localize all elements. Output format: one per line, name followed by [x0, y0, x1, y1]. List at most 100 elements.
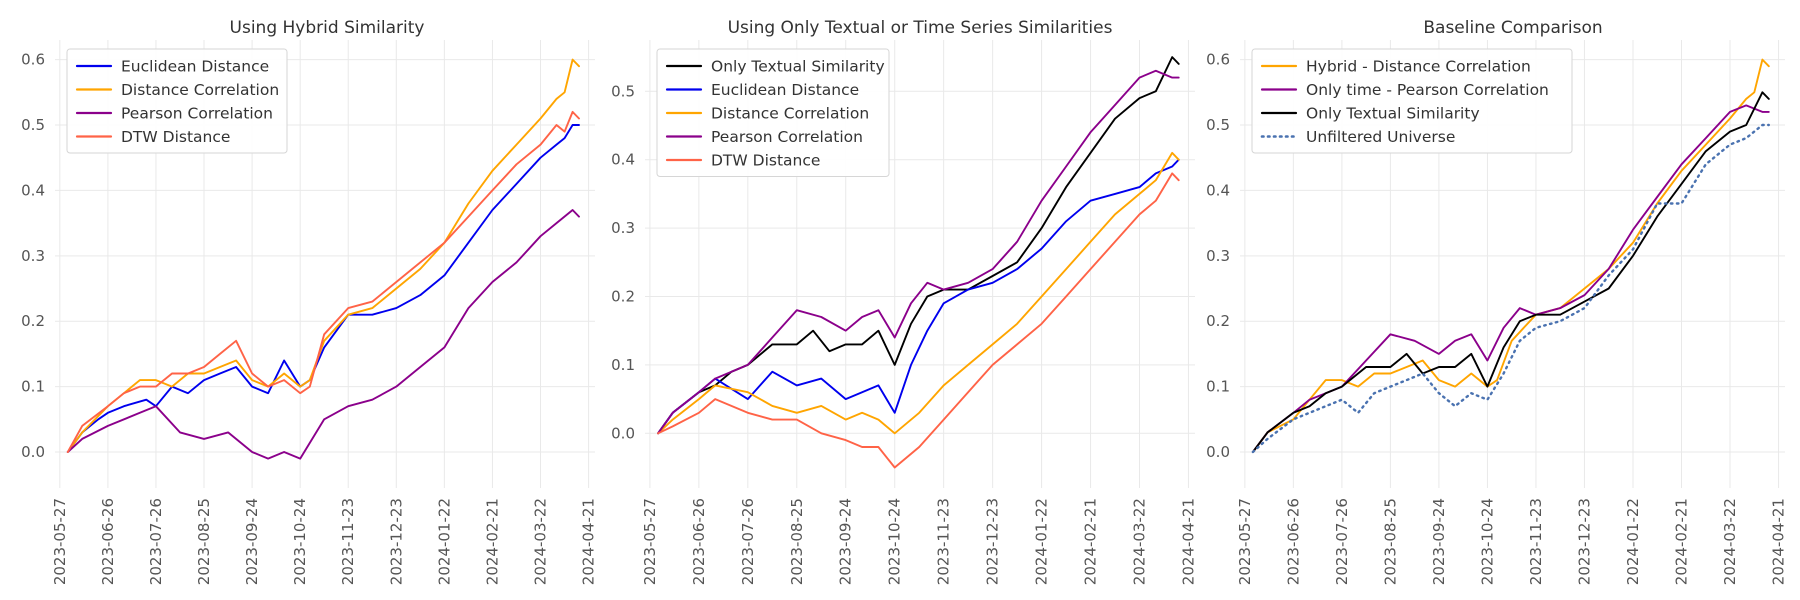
series-lines — [66, 58, 580, 460]
y-tick-label: 0.4 — [1206, 181, 1230, 199]
y-tick-label: 0.2 — [21, 312, 45, 330]
y-tick-label: 0.1 — [21, 378, 45, 396]
x-tick-label: 2023-07-26 — [1333, 498, 1351, 585]
series-line-distance-correlation — [66, 58, 580, 453]
legend-entry: Distance Correlation — [711, 105, 869, 123]
series-line-only-textual-similarity — [1251, 91, 1770, 453]
legend-entry: Unfiltered Universe — [1306, 128, 1455, 146]
series-line-dtw-distance — [657, 172, 1180, 469]
x-tick-label: 2023-08-25 — [1381, 498, 1399, 585]
x-tick-label: 2023-07-26 — [739, 498, 757, 585]
series-lines — [1251, 58, 1771, 454]
legend-entry: Pearson Correlation — [121, 105, 273, 123]
y-tick-label: 0.5 — [1206, 116, 1230, 134]
y-tick-label: 0.4 — [21, 181, 45, 199]
x-tick-label: 2024-01-22 — [435, 498, 453, 585]
y-tick-label: 0.0 — [21, 443, 45, 461]
x-tick-label: 2023-12-23 — [387, 498, 405, 585]
panel-baseline: Baseline Comparison 0.00.10.20.30.40.50.… — [1206, 18, 1787, 585]
legend-entry: Hybrid - Distance Correlation — [1306, 58, 1531, 76]
x-tick-label: 2024-02-21 — [483, 498, 501, 585]
x-tick-label: 2023-10-24 — [886, 498, 904, 585]
legend-entry: DTW Distance — [711, 152, 820, 170]
x-tick-label: 2023-09-24 — [837, 498, 855, 585]
legend-entry: Euclidean Distance — [121, 58, 269, 76]
x-tick-label: 2023-05-27 — [51, 498, 69, 585]
series-line-pearson-correlation — [66, 209, 580, 460]
y-tick-labels: 0.0 0.1 0.2 0.3 0.4 0.5 0.6 — [1206, 51, 1230, 461]
x-tick-label: 2023-08-25 — [788, 498, 806, 585]
x-tick-label: 2023-12-23 — [984, 498, 1002, 585]
y-tick-label: 0.3 — [611, 219, 635, 237]
x-tick-label: 2024-03-22 — [1131, 498, 1149, 585]
x-tick-label: 2024-03-22 — [532, 498, 550, 585]
x-tick-label: 2023-08-25 — [195, 498, 213, 585]
x-tick-label: 2024-02-21 — [1082, 498, 1100, 585]
y-tick-label: 0.5 — [611, 82, 635, 100]
x-tick-label: 2023-09-24 — [243, 498, 261, 585]
panel-textual-or-timeseries: Using Only Textual or Time Series Simila… — [611, 18, 1197, 585]
legend-entry: Only Textual Similarity — [711, 58, 885, 76]
x-tick-labels: 2023-05-27 2023-06-26 2023-07-26 2023-08-25… — [641, 498, 1198, 585]
x-tick-label: 2023-06-26 — [1284, 498, 1302, 585]
legend-entry: Distance Correlation — [121, 81, 279, 99]
legend-entry: Only Textual Similarity — [1306, 105, 1480, 123]
legend-entry: Only time - Pearson Correlation — [1306, 81, 1549, 99]
x-tick-label: 2023-09-24 — [1430, 498, 1448, 585]
x-tick-label: 2024-02-21 — [1672, 498, 1690, 585]
legend-entry: Pearson Correlation — [711, 128, 863, 146]
y-tick-label: 0.6 — [1206, 51, 1230, 69]
panel-title: Baseline Comparison — [1423, 18, 1602, 38]
x-tick-label: 2023-10-24 — [291, 498, 309, 585]
x-tick-label: 2024-04-21 — [1179, 498, 1197, 585]
series-line-only-time-pearson-correlation — [1251, 104, 1770, 453]
y-tick-label: 0.1 — [1206, 378, 1230, 396]
x-tick-label: 2024-03-22 — [1721, 498, 1739, 585]
y-tick-labels: 0.0 0.1 0.2 0.3 0.4 0.5 — [611, 82, 635, 442]
legend-entry: Euclidean Distance — [711, 81, 859, 99]
legend-frame — [656, 48, 890, 177]
series-line-unfiltered-universe — [1251, 123, 1771, 454]
y-tick-label: 0.1 — [611, 356, 635, 374]
y-tick-label: 0.2 — [1206, 312, 1230, 330]
y-tick-label: 0.3 — [21, 247, 45, 265]
series-lines — [657, 56, 1180, 469]
x-tick-label: 2023-12-23 — [1575, 498, 1593, 585]
series-line-hybrid-distance-correlation — [1251, 58, 1770, 453]
x-tick-label: 2023-05-27 — [641, 498, 659, 585]
x-tick-label: 2023-07-26 — [147, 498, 165, 585]
y-tick-label: 0.5 — [21, 116, 45, 134]
series-line-euclidean-distance — [66, 124, 580, 453]
y-tick-label: 0.4 — [611, 151, 635, 169]
y-tick-label: 0.6 — [21, 51, 45, 69]
legend-entry: DTW Distance — [121, 128, 230, 146]
series-line-pearson-correlation — [657, 69, 1180, 435]
x-tick-label: 2023-06-26 — [690, 498, 708, 585]
x-tick-label: 2023-11-23 — [339, 498, 357, 585]
x-tick-labels: 2023-05-27 2023-06-26 2023-07-26 2023-08-25… — [51, 498, 598, 585]
x-tick-label: 2024-01-22 — [1033, 498, 1051, 585]
x-tick-label: 2023-11-23 — [1527, 498, 1545, 585]
series-line-dtw-distance — [66, 110, 580, 453]
y-tick-label: 0.0 — [611, 424, 635, 442]
legend-frame — [66, 48, 288, 154]
y-tick-label: 0.3 — [1206, 247, 1230, 265]
legend-frame — [1251, 48, 1573, 154]
series-line-distance-correlation — [657, 151, 1180, 435]
y-tick-label: 0.2 — [611, 287, 635, 305]
x-tick-label: 2024-04-21 — [1770, 498, 1788, 585]
legend: Hybrid - Distance Correlation Only time -… — [1251, 48, 1573, 154]
panel-title: Using Only Textual or Time Series Simila… — [728, 18, 1113, 38]
x-tick-label: 2023-10-24 — [1478, 498, 1496, 585]
x-tick-label: 2023-05-27 — [1236, 498, 1254, 585]
x-tick-label: 2024-04-21 — [580, 498, 598, 585]
legend: Only Textual Similarity Euclidean Distanc… — [656, 48, 890, 177]
x-tick-label: 2023-11-23 — [935, 498, 953, 585]
y-tick-labels: 0.0 0.1 0.2 0.3 0.4 0.5 0.6 — [21, 51, 45, 461]
legend: Euclidean Distance Distance Correlation Pe… — [66, 48, 288, 154]
x-tick-label: 2023-06-26 — [99, 498, 117, 585]
x-tick-labels: 2023-05-27 2023-06-26 2023-07-26 2023-08-25… — [1236, 498, 1788, 585]
y-tick-label: 0.0 — [1206, 443, 1230, 461]
panel-title: Using Hybrid Similarity — [230, 18, 425, 38]
